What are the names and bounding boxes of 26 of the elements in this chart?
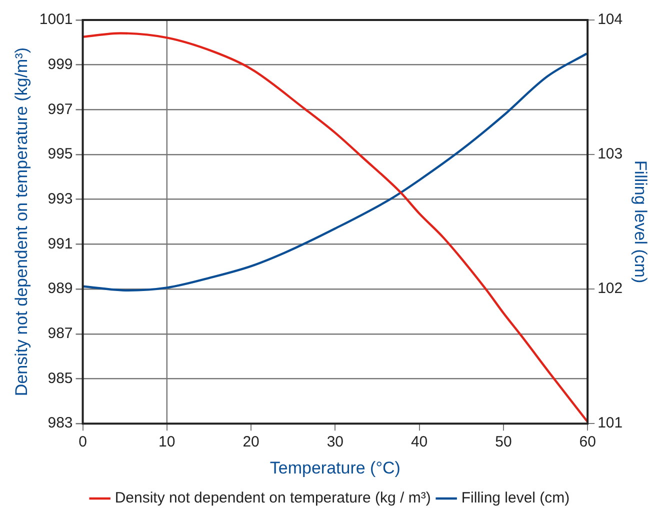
x-tick-label: 60 [579,434,596,451]
y-tick-label: 989 [48,280,73,298]
x-tick-label: 30 [326,434,344,451]
y-tick-label: 993 [48,190,73,208]
x-tick-label: 50 [495,434,512,451]
y-tick-label: 983 [48,414,73,432]
y2-axis-title: Filling level (cm) [631,160,650,284]
y-tick-label: 997 [48,100,73,118]
y2-tick-label: 103 [598,146,623,163]
x-tick-label: 0 [78,434,87,451]
y-tick-label: 987 [48,325,73,342]
y-tick-label: 1001 [39,11,73,28]
y2-tick-label: 102 [598,280,623,298]
y-tick-label: 991 [48,235,73,252]
legend-label: Density not dependent on temperature (kg / m³) [114,490,431,507]
y2-tick-label: 101 [598,414,623,432]
legend-label: Filling level (cm) [461,490,570,507]
y2-tick-label: 104 [598,11,623,28]
y-tick-label: 995 [48,146,73,163]
x-tick-label: 20 [242,434,260,451]
y-tick-label: 985 [48,370,73,387]
x-tick-label: 10 [158,434,176,451]
x-tick-label: 40 [410,434,428,451]
y-axis-title: Density not dependent on temperature (kg/m³) [12,47,31,396]
x-axis-title: Temperature (°C) [270,458,400,478]
y-tick-label: 999 [48,56,73,73]
